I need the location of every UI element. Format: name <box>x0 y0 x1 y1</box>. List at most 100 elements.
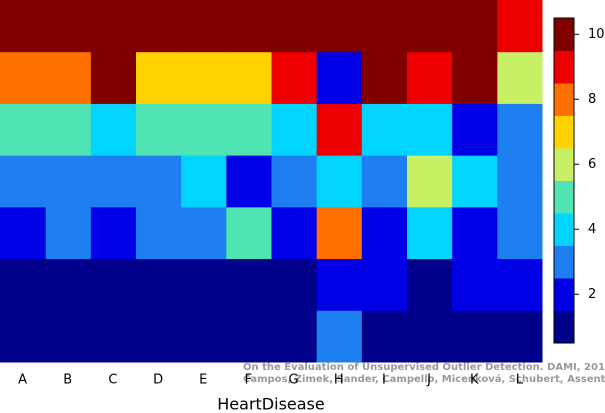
x-tick-label: B <box>63 373 72 388</box>
heatmap-cell <box>496 206 543 260</box>
heatmap-cell <box>0 206 46 260</box>
heatmap-cell <box>451 51 498 104</box>
heatmap-cell <box>406 206 453 260</box>
heatmap-cell <box>316 103 362 156</box>
heatmap-cell <box>451 0 498 53</box>
heatmap-cell <box>45 310 91 363</box>
x-tick-label: D <box>153 373 163 388</box>
heatmap-cell <box>361 0 407 53</box>
heatmap-cell <box>271 206 317 260</box>
colorbar-band <box>554 50 574 84</box>
heatmap-cell <box>225 103 272 156</box>
heatmap-cell <box>225 310 272 363</box>
heatmap-cell <box>45 155 91 208</box>
heatmap-cell <box>0 103 46 156</box>
x-tick-label: H <box>334 373 344 388</box>
heatmap-cell <box>496 155 543 208</box>
heatmap-cell <box>45 206 91 260</box>
heatmap-cell <box>90 0 136 53</box>
heatmap-cell <box>180 103 227 156</box>
heatmap-cell <box>406 103 453 156</box>
colorbar-band <box>554 310 574 344</box>
heatmap-cell <box>0 155 46 208</box>
heatmap-cell <box>180 0 227 53</box>
annotation: Campos, Zimek, Sander, Campello, Micenko… <box>243 373 605 385</box>
colorbar-band <box>554 180 574 214</box>
heatmap-cell <box>451 258 498 311</box>
heatmap-cell <box>90 103 136 156</box>
heatmap-cell <box>180 206 227 260</box>
colorbar-tick-label: 2 <box>588 287 596 302</box>
heatmap-cell <box>90 258 136 311</box>
colorbar-band <box>554 278 574 311</box>
heatmap-cell <box>180 155 227 208</box>
heatmap-cell <box>180 258 227 311</box>
heatmap-cell <box>271 51 317 104</box>
colorbar-band <box>554 245 574 279</box>
heatmap-cell <box>271 0 317 53</box>
x-tick-label: G <box>289 373 299 388</box>
heatmap-cell <box>361 155 407 208</box>
heatmap-cell <box>90 310 136 363</box>
heatmap-cell <box>90 51 136 104</box>
heatmap-cell <box>361 206 407 260</box>
heatmap-cell <box>271 155 317 208</box>
heatmap-cell <box>316 206 362 260</box>
heatmap-cell <box>406 0 453 53</box>
heatmap-cell <box>0 310 46 363</box>
colorbar-tick-label: 10 <box>588 27 605 42</box>
x-tick-label: E <box>199 373 207 388</box>
x-tick-label: F <box>245 373 252 388</box>
x-tick-label: L <box>516 373 524 388</box>
heatmap-cell <box>225 0 272 53</box>
heatmap-cell <box>45 51 91 104</box>
heatmap-cell <box>45 258 91 311</box>
heatmap-cell <box>316 155 362 208</box>
heatmap-cell <box>225 258 272 311</box>
heatmap-cell <box>225 51 272 104</box>
heatmap-cell <box>271 103 317 156</box>
colorbar-band <box>554 148 574 181</box>
heatmap-cell <box>316 258 362 311</box>
colorbar-tick-label: 8 <box>588 92 596 107</box>
colorbar-band <box>554 83 574 116</box>
x-axis-label: HeartDisease <box>217 395 324 413</box>
x-tick-label: J <box>426 373 431 388</box>
heatmap-cell <box>451 310 498 363</box>
heatmap-cell <box>0 51 46 104</box>
heatmap-cell <box>406 155 453 208</box>
heatmap-cell <box>90 155 136 208</box>
heatmap-cell <box>361 51 407 104</box>
x-tick-label: I <box>382 373 386 388</box>
heatmap-cell <box>451 103 498 156</box>
heatmap-cell <box>496 51 543 104</box>
heatmap-cell <box>496 258 543 311</box>
heatmap-cell <box>406 310 453 363</box>
heatmap-cell <box>451 155 498 208</box>
heatmap-cell <box>225 206 272 260</box>
heatmap-cell <box>316 0 362 53</box>
heatmap-cell <box>135 310 182 363</box>
heatmap-cell <box>225 155 272 208</box>
colorbar-band <box>554 18 574 51</box>
heatmap-cell <box>45 103 91 156</box>
heatmap-cell <box>45 0 91 53</box>
colorbar-frame <box>553 17 575 344</box>
annotation: On the Evaluation of Unsupervised Outlie… <box>243 362 605 373</box>
heatmap-cell <box>135 51 182 104</box>
heatmap-cell <box>180 310 227 363</box>
colorbar-band <box>554 115 574 149</box>
heatmap-cell <box>135 155 182 208</box>
heatmap-cell <box>135 103 182 156</box>
colorbar-tick-label: 4 <box>588 222 596 237</box>
heatmap-cell <box>361 258 407 311</box>
heatmap-cell <box>496 0 543 53</box>
heatmap-cell <box>361 310 407 363</box>
heatmap-cell <box>0 0 46 53</box>
heatmap-cell <box>361 103 407 156</box>
x-tick-label: C <box>108 373 117 388</box>
x-tick-label: A <box>18 373 27 388</box>
heatmap-cell <box>316 51 362 104</box>
x-tick-label: K <box>470 373 479 388</box>
